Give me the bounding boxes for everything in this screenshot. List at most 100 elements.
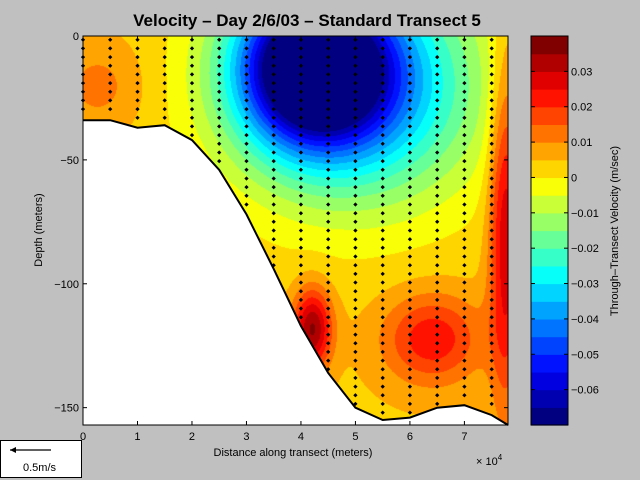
measurement-point: [271, 254, 276, 259]
measurement-point: [353, 280, 358, 285]
measurement-point: [217, 158, 222, 164]
measurement-point: [435, 219, 440, 224]
measurement-point: [135, 115, 140, 120]
measurement-point: [380, 245, 385, 250]
measurement-point: [462, 297, 467, 303]
measurement-point: [407, 410, 413, 415]
measurement-point: [353, 297, 358, 303]
y-axis-label: Depth (meters): [33, 193, 45, 266]
measurement-point: [353, 401, 358, 407]
measurement-point: [380, 202, 385, 207]
measurement-point: [326, 245, 331, 250]
measurement-point: [326, 219, 331, 224]
measurement-point: [217, 141, 222, 146]
measurement-point: [326, 158, 331, 164]
measurement-point: [380, 280, 385, 285]
measurement-point: [298, 211, 304, 216]
measurement-point: [244, 124, 249, 129]
colorbar-tick-label: −0.05: [571, 349, 599, 361]
measurement-point: [326, 254, 331, 259]
measurement-point: [108, 63, 113, 68]
measurement-point: [435, 150, 440, 155]
measurement-point: [489, 228, 494, 233]
scale-arrow-icon: [10, 447, 51, 453]
measurement-point: [435, 341, 440, 346]
measurement-point: [217, 72, 222, 77]
measurement-point: [407, 323, 413, 329]
measurement-point: [244, 63, 249, 68]
measurement-point: [462, 306, 467, 311]
measurement-point: [353, 184, 358, 190]
x-tick-label: 2: [189, 431, 195, 443]
measurement-point: [298, 202, 304, 207]
measurement-point: [217, 132, 222, 138]
measurement-point: [189, 89, 195, 94]
measurement-point: [108, 89, 113, 94]
measurement-point: [217, 106, 222, 112]
measurement-point: [326, 150, 331, 155]
measurement-point: [462, 271, 467, 277]
measurement-point: [489, 254, 494, 259]
measurement-point: [489, 176, 494, 181]
measurement-point: [108, 98, 113, 103]
measurement-point: [298, 167, 304, 172]
measurement-point: [353, 158, 358, 164]
colorbar-band: [531, 53, 568, 72]
colorbar-band: [531, 106, 568, 126]
measurement-point: [407, 237, 413, 242]
measurement-point: [435, 167, 440, 172]
measurement-point: [189, 72, 195, 77]
measurement-point: [353, 306, 358, 311]
measurement-point: [380, 375, 385, 381]
measurement-point: [462, 393, 467, 398]
measurement-point: [462, 323, 467, 329]
measurement-point: [108, 37, 113, 42]
measurement-point: [489, 332, 494, 337]
measurement-point: [407, 141, 413, 146]
measurement-point: [435, 141, 440, 146]
colorbar-band: [531, 318, 568, 338]
measurement-point: [298, 132, 304, 138]
measurement-point: [271, 202, 276, 207]
measurement-point: [217, 98, 222, 103]
measurement-point: [489, 384, 494, 389]
measurement-point: [162, 54, 167, 60]
measurement-point: [326, 297, 331, 303]
measurement-point: [217, 63, 222, 68]
measurement-point: [462, 211, 467, 216]
measurement-point: [353, 349, 358, 355]
x-tick-label: 4: [298, 431, 304, 443]
measurement-point: [326, 167, 331, 172]
measurement-point: [298, 271, 304, 277]
measurement-point: [462, 375, 467, 381]
measurement-point: [407, 315, 413, 320]
measurement-point: [298, 289, 304, 294]
measurement-point: [353, 289, 358, 294]
measurement-point: [435, 384, 440, 389]
measurement-point: [217, 37, 222, 42]
measurement-point: [407, 375, 413, 381]
measurement-point: [380, 271, 385, 277]
colorbar-band: [531, 195, 568, 214]
measurement-point: [380, 358, 385, 363]
colorbar-bands: [531, 36, 568, 426]
measurement-point: [489, 306, 494, 311]
measurement-point: [380, 254, 385, 259]
measurement-point: [407, 263, 413, 268]
measurement-point: [271, 158, 276, 164]
colorbar-band: [531, 230, 568, 249]
measurement-point: [462, 332, 467, 337]
measurement-point: [162, 106, 167, 112]
measurement-point: [462, 367, 467, 372]
measurement-point: [489, 237, 494, 242]
measurement-point: [217, 89, 222, 94]
measurement-point: [271, 193, 276, 198]
measurement-point: [435, 393, 440, 398]
measurement-point: [380, 323, 385, 329]
measurement-point: [380, 315, 385, 320]
colorbar-band: [531, 248, 568, 267]
measurement-point: [407, 245, 413, 250]
measurement-point: [189, 115, 195, 120]
measurement-point: [407, 132, 413, 138]
